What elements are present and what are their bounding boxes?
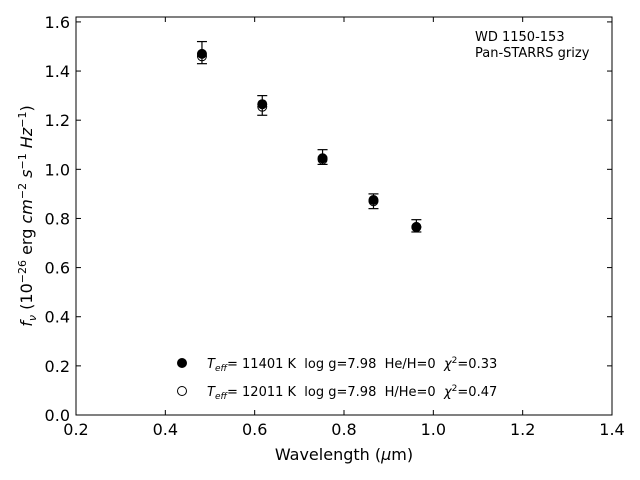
legend-label-filled: Teff= 11401 K log g=7.98 He/H=0 χ2=0.33: [207, 356, 497, 374]
y-tick-label: 1.2: [45, 111, 70, 130]
data-point-open: [317, 154, 328, 165]
x-tick-label: 1.4: [599, 420, 624, 439]
y-tick-label: 0.2: [45, 357, 70, 376]
y-axis: 0.0 0.2 0.4 0.6 0.8 1.0 1.2 1.4 1.6: [45, 13, 612, 425]
y-tick-label: 0.6: [45, 259, 70, 278]
annotation-object: WD 1150-153: [475, 30, 565, 45]
legend-marker-filled: [177, 358, 187, 368]
plot-frame: [75, 16, 613, 416]
data-point-open: [196, 51, 207, 62]
data-point-filled: [257, 99, 268, 110]
annotation-survey: Pan-STARRS grizy: [475, 46, 590, 61]
x-tick-label: 0.8: [331, 420, 356, 439]
data-point-open: [411, 222, 422, 233]
x-axis-title: Wavelength (μm): [275, 445, 413, 464]
y-axis-title: fν (10−26 erg cm−2 s−1 Hz−1): [16, 105, 39, 326]
plot-area: [196, 40, 422, 233]
y-tick-label: 1.4: [45, 62, 70, 81]
y-tick-label: 0.8: [45, 209, 70, 228]
x-tick-label: 0.6: [242, 420, 267, 439]
data-point-filled: [196, 48, 207, 59]
legend-label-open: Teff= 12011 K log g=7.98 H/He=0 χ2=0.47: [207, 384, 497, 402]
x-tick-label: 1.2: [510, 420, 535, 439]
x-axis: 0.2 0.4 0.6 0.8 1.0 1.2 1.4: [63, 17, 625, 439]
x-tick-label: 1.0: [421, 420, 446, 439]
y-tick-label: 1.6: [45, 13, 70, 32]
data-point-open: [368, 196, 379, 207]
legend: Teff= 11401 K log g=7.98 He/H=0 χ2=0.33 …: [177, 356, 497, 402]
y-tick-label: 0.0: [45, 406, 70, 425]
x-tick-label: 0.4: [153, 420, 178, 439]
x-tick-label: 0.2: [63, 420, 88, 439]
legend-marker-open: [177, 386, 187, 396]
y-tick-label: 1.0: [45, 160, 70, 179]
data-point-open: [257, 101, 268, 112]
y-tick-label: 0.4: [45, 308, 70, 327]
